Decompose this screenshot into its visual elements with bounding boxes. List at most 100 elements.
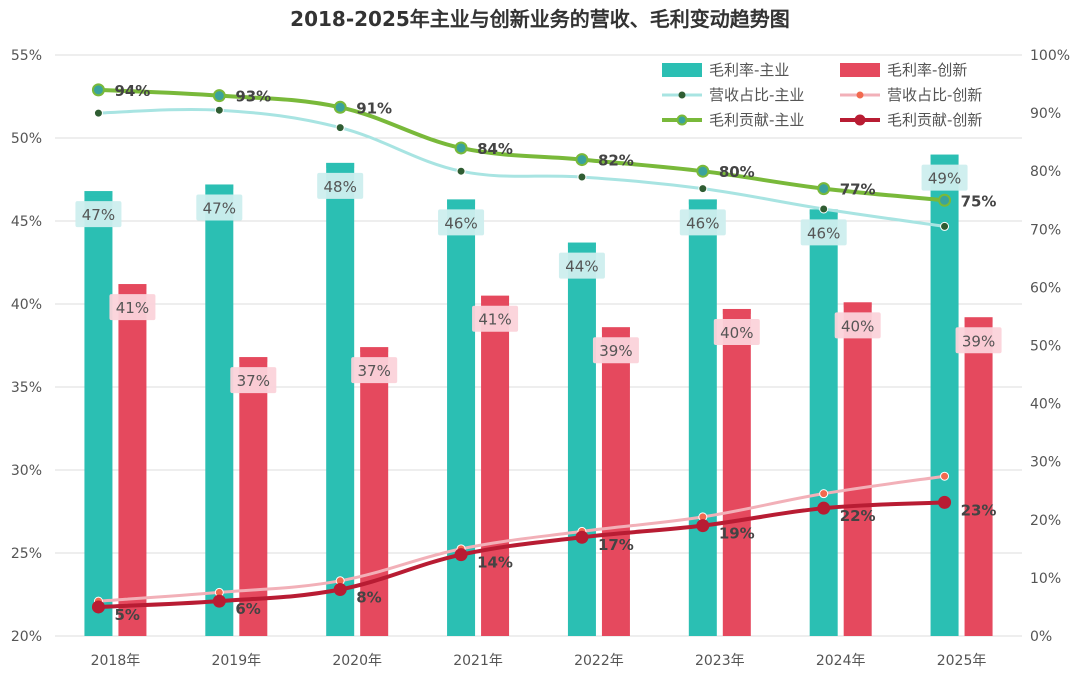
legend-swatch (840, 63, 880, 77)
bar-label-bg (800, 219, 847, 246)
bar-main (326, 162, 355, 636)
line-data-label: 82% (598, 152, 634, 170)
bar-label-bg (75, 201, 122, 228)
bar-label-bg (109, 294, 156, 321)
x-category-label: 2020年 (332, 653, 382, 669)
line-data-label: 75% (961, 192, 997, 210)
line-point (91, 600, 105, 614)
bar-label-bg (834, 312, 881, 339)
x-category-label: 2022年 (574, 653, 624, 669)
line-point (575, 153, 589, 167)
y-left-tick-label: 35% (11, 380, 42, 396)
bar-innov (843, 302, 872, 636)
bar-innov (239, 357, 268, 636)
y-left-tick-label: 50% (11, 131, 42, 147)
line-series-3 (96, 500, 947, 609)
line-point (91, 83, 105, 97)
x-category-label: 2019年 (211, 653, 261, 669)
chart-title: 2018-2025年主业与创新业务的营收、毛利变动趋势图 (290, 7, 790, 31)
bar-data-label: 37% (237, 372, 270, 390)
bar-cap (964, 317, 993, 323)
bar-label-bg (472, 305, 519, 332)
legend-swatch-marker (676, 114, 688, 126)
bar-main (688, 199, 717, 637)
bar-data-label: 46% (807, 224, 840, 242)
bar-cap (360, 347, 389, 353)
bar-data-label: 41% (478, 311, 511, 329)
bar-label-bg (196, 194, 243, 221)
y-right-tick-label: 0% (1030, 629, 1052, 645)
y-left-tick-label: 45% (11, 214, 42, 230)
bar-data-label: 47% (82, 206, 115, 224)
line-point (333, 100, 347, 114)
y-right-tick-label: 30% (1030, 455, 1061, 471)
bar-main (567, 242, 596, 636)
bar-label-bg (558, 252, 605, 279)
bar-data-label: 39% (962, 332, 995, 350)
bar-main (84, 191, 113, 636)
line-point (940, 221, 950, 231)
bar-data-label: 49% (928, 170, 961, 188)
line-point (696, 519, 710, 533)
y-right-tick-label: 90% (1030, 106, 1061, 122)
line-series-2 (96, 87, 947, 203)
bar-innov (481, 295, 510, 636)
bar-cap (688, 199, 717, 205)
bar-label-bg (317, 172, 364, 199)
bar-main (205, 184, 234, 637)
bar-data-label: 41% (116, 299, 149, 317)
line-data-label: 19% (719, 525, 755, 543)
y-left-tick-label: 25% (11, 546, 42, 562)
line-data-label: 93% (235, 88, 271, 106)
line-point (698, 184, 708, 194)
bar-cap (601, 327, 630, 333)
x-category-label: 2023年 (695, 653, 745, 669)
legend-label: 营收占比-主业 (709, 86, 804, 104)
bar-cap (481, 295, 510, 301)
bar-cap (326, 162, 355, 168)
x-category-label: 2021年 (453, 653, 503, 669)
line-point (577, 172, 587, 182)
bar-data-label: 39% (599, 342, 632, 360)
line-data-label: 14% (477, 554, 513, 572)
x-category-label: 2024年 (816, 653, 866, 669)
y-left-tick-label: 30% (11, 463, 42, 479)
line-series-0 (96, 107, 947, 228)
legend-label: 毛利贡献-主业 (709, 111, 804, 129)
y-right-tick-label: 70% (1030, 222, 1061, 238)
legend-swatch-marker (854, 114, 866, 126)
bar-cap (930, 154, 959, 160)
bar-cap (447, 199, 476, 205)
legend-label: 毛利贡献-创新 (887, 111, 982, 129)
line-point (938, 495, 952, 509)
legend-label: 毛利率-主业 (709, 61, 789, 79)
y-right-tick-label: 60% (1030, 280, 1061, 296)
line-point (940, 471, 950, 481)
line-point (93, 108, 103, 118)
bar-label-bg (438, 209, 485, 236)
bar-label-bg (592, 337, 639, 364)
bar-cap (239, 357, 268, 363)
bar-data-label: 47% (203, 199, 236, 217)
y-right-tick-label: 50% (1030, 339, 1061, 355)
line-data-label: 77% (840, 181, 876, 199)
bar-label-bg (351, 357, 398, 384)
line-point (212, 89, 226, 103)
line-point (454, 141, 468, 155)
bar-data-label: 40% (841, 317, 874, 335)
line-data-label: 80% (719, 163, 755, 181)
bar-data-label: 46% (686, 214, 719, 232)
bar-cap (843, 302, 872, 308)
legend-label: 营收占比-创新 (887, 86, 982, 104)
legend-swatch-marker (856, 91, 864, 99)
line-data-label: 94% (114, 82, 150, 100)
line-point (696, 164, 710, 178)
bar-data-label: 48% (324, 178, 357, 196)
y-left-tick-label: 20% (11, 629, 42, 645)
line-point (817, 182, 831, 196)
bar-label-bg (230, 367, 277, 394)
y-right-tick-label: 40% (1030, 397, 1061, 413)
line-data-label: 23% (961, 501, 997, 519)
line-data-label: 91% (356, 99, 392, 117)
